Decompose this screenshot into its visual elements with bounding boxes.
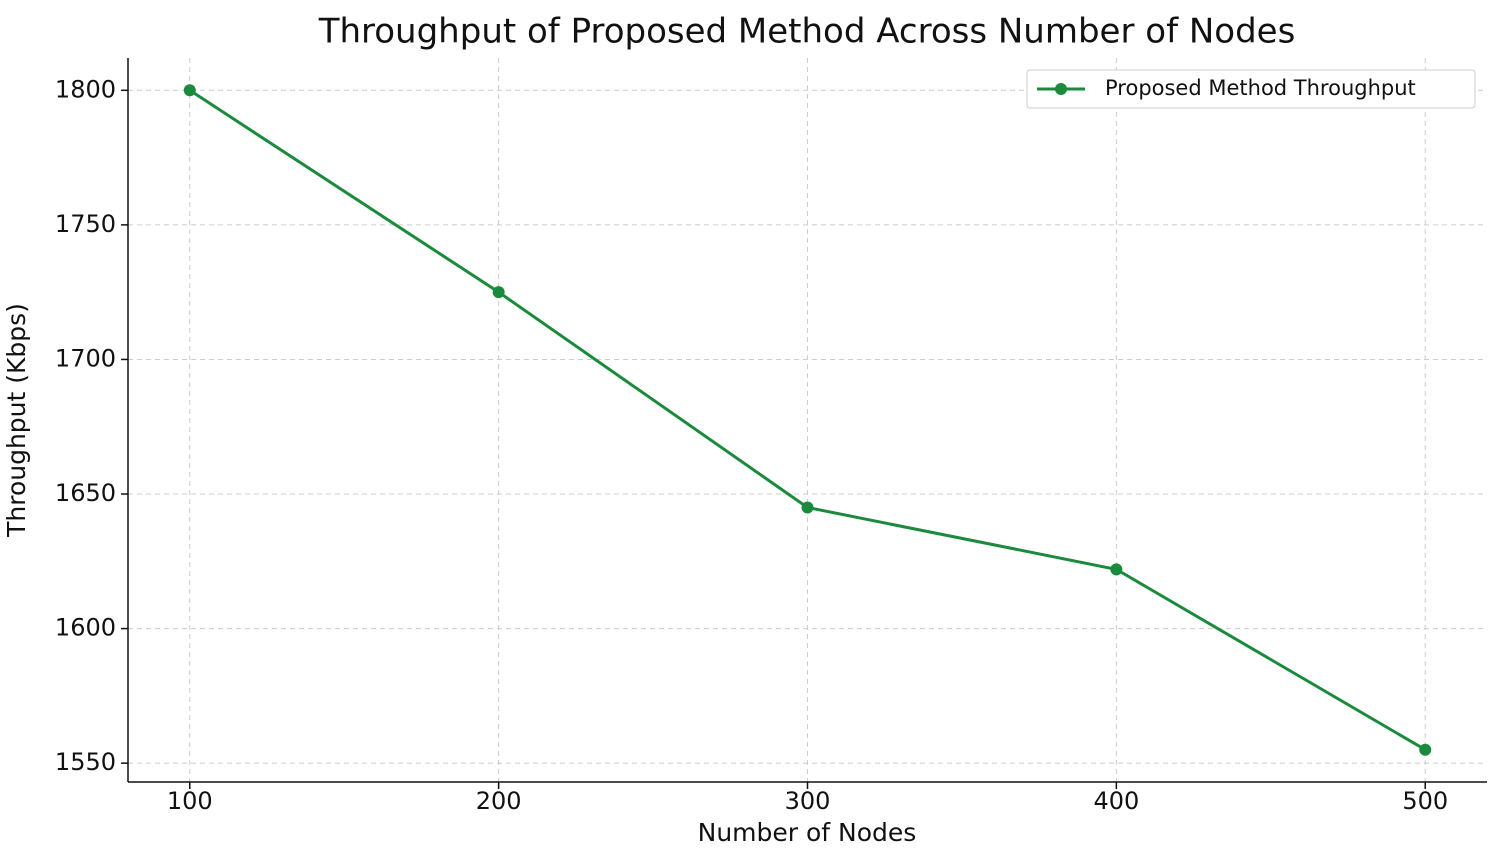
x-tick-label: 100 xyxy=(167,787,213,815)
y-tick-label: 1650 xyxy=(55,479,116,507)
x-tick-label: 400 xyxy=(1093,787,1139,815)
legend-label: Proposed Method Throughput xyxy=(1105,76,1416,100)
y-tick-label: 1800 xyxy=(55,75,116,103)
data-point xyxy=(183,84,196,97)
data-point xyxy=(1419,743,1432,756)
y-axis-label: Throughput (Kbps) xyxy=(2,303,31,538)
y-tick-label: 1750 xyxy=(55,210,116,238)
x-tick-label: 300 xyxy=(785,787,831,815)
x-tick-label: 200 xyxy=(476,787,522,815)
legend-marker xyxy=(1055,83,1067,95)
data-point xyxy=(492,286,505,299)
x-axis-label: Number of Nodes xyxy=(698,818,917,847)
y-tick-label: 1700 xyxy=(55,344,116,372)
legend-box xyxy=(1026,69,1476,109)
data-point xyxy=(1110,563,1123,576)
chart-title: Throughput of Proposed Method Across Num… xyxy=(318,12,1296,52)
y-tick-label: 1600 xyxy=(55,614,116,642)
data-point xyxy=(801,501,814,514)
x-tick-label: 500 xyxy=(1402,787,1448,815)
y-tick-label: 1550 xyxy=(55,748,116,776)
